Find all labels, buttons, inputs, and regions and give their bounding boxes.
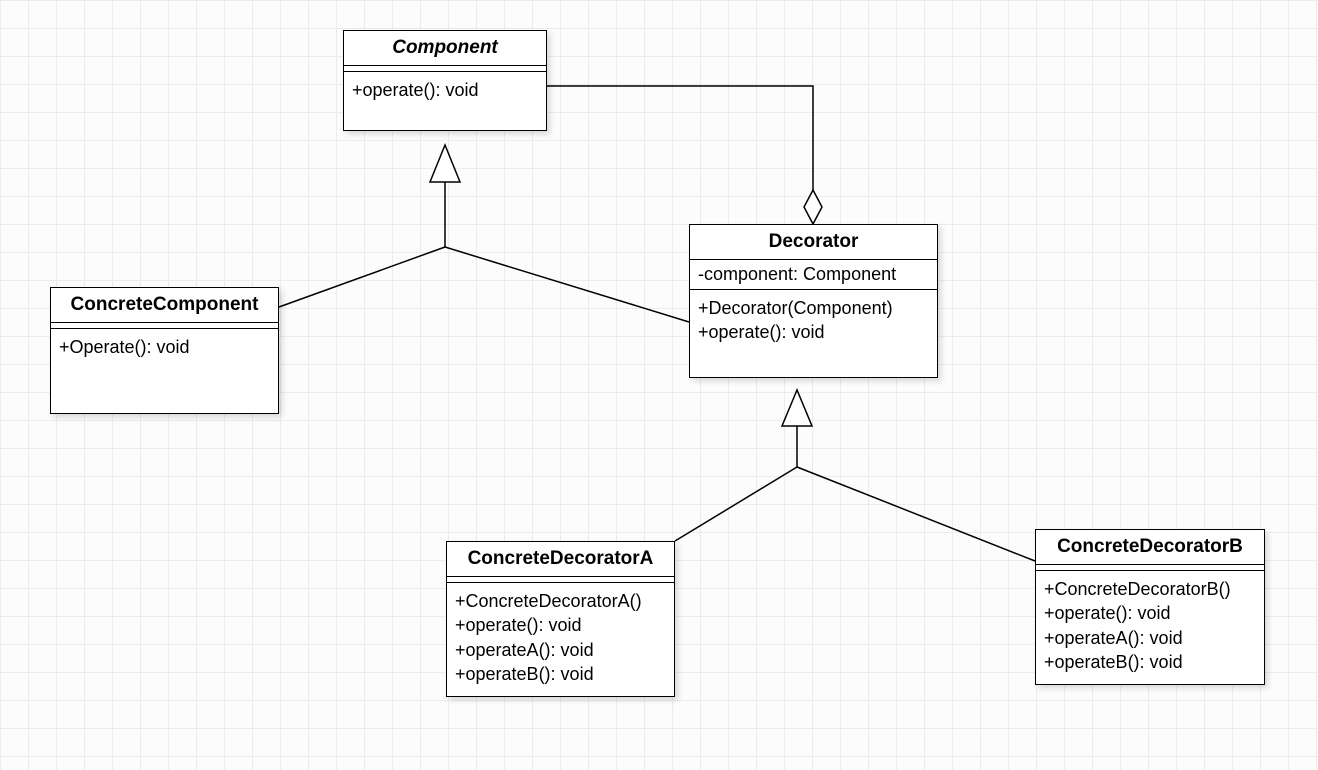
operation: +Operate(): void	[59, 335, 270, 359]
operation: +ConcreteDecoratorA()	[455, 589, 666, 613]
class-ops: +Decorator(Component) +operate(): void	[690, 290, 937, 377]
operation: +Decorator(Component)	[698, 296, 929, 320]
operation: +operateA(): void	[455, 638, 666, 662]
class-title: ConcreteComponent	[51, 288, 278, 323]
operation: +operate(): void	[455, 613, 666, 637]
class-title: Component	[344, 31, 546, 66]
operation: +operateA(): void	[1044, 626, 1256, 650]
operation: +operate(): void	[698, 320, 929, 344]
class-ops: +ConcreteDecoratorA() +operate(): void +…	[447, 583, 674, 696]
class-decorator: Decorator -component: Component +Decorat…	[689, 224, 938, 378]
operation: +operateB(): void	[455, 662, 666, 686]
class-title: ConcreteDecoratorB	[1036, 530, 1264, 565]
operation: +operate(): void	[1044, 601, 1256, 625]
class-ops: +operate(): void	[344, 72, 546, 130]
class-title: ConcreteDecoratorA	[447, 542, 674, 577]
class-ops: +Operate(): void	[51, 329, 278, 413]
class-title: Decorator	[690, 225, 937, 260]
operation: +operate(): void	[352, 78, 538, 102]
class-component: Component +operate(): void	[343, 30, 547, 131]
attribute: -component: Component	[698, 264, 929, 285]
operation: +operateB(): void	[1044, 650, 1256, 674]
class-ops: +ConcreteDecoratorB() +operate(): void +…	[1036, 571, 1264, 684]
class-concrete-decorator-b: ConcreteDecoratorB +ConcreteDecoratorB()…	[1035, 529, 1265, 685]
class-concrete-decorator-a: ConcreteDecoratorA +ConcreteDecoratorA()…	[446, 541, 675, 697]
class-concrete-component: ConcreteComponent +Operate(): void	[50, 287, 279, 414]
class-attrs: -component: Component	[690, 260, 937, 290]
operation: +ConcreteDecoratorB()	[1044, 577, 1256, 601]
